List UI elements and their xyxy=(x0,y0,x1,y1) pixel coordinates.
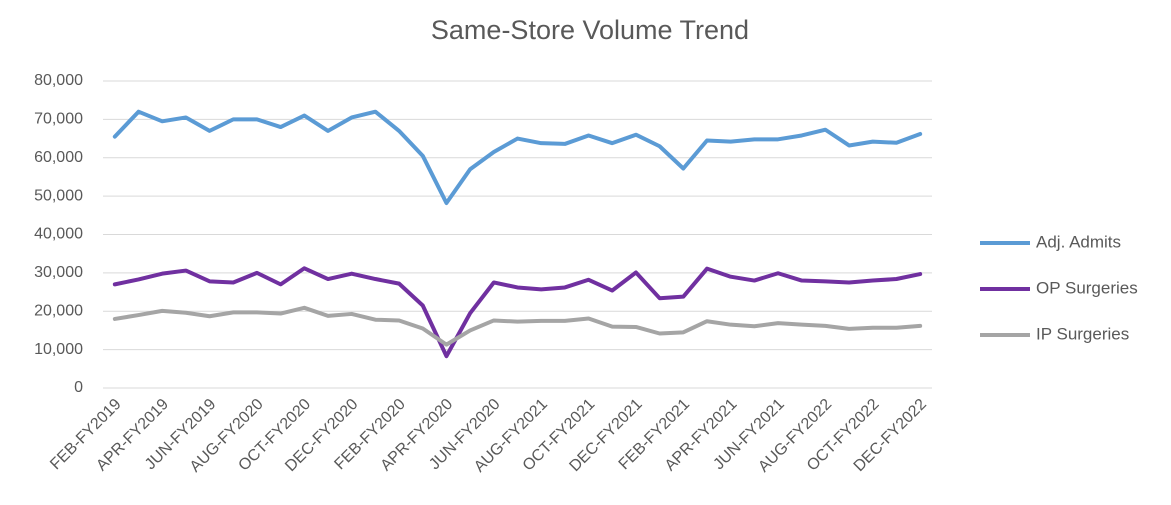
y-tick-label: 50,000 xyxy=(34,187,83,204)
legend-label: IP Surgeries xyxy=(1036,324,1129,343)
legend-label: OP Surgeries xyxy=(1036,278,1138,297)
y-tick-label: 70,000 xyxy=(34,111,83,128)
series-line xyxy=(112,109,923,206)
y-tick-label: 40,000 xyxy=(34,226,83,243)
y-tick-label: 10,000 xyxy=(34,341,83,358)
y-tick-label: 0 xyxy=(74,379,83,396)
series-line xyxy=(112,305,923,347)
y-tick-label: 20,000 xyxy=(34,302,83,319)
y-tick-label: 80,000 xyxy=(34,72,83,89)
series-line xyxy=(112,266,923,359)
y-tick-label: 60,000 xyxy=(34,149,83,166)
legend-label: Adj. Admits xyxy=(1036,232,1121,251)
chart-title: Same-Store Volume Trend xyxy=(431,15,749,45)
y-tick-label: 30,000 xyxy=(34,264,83,281)
